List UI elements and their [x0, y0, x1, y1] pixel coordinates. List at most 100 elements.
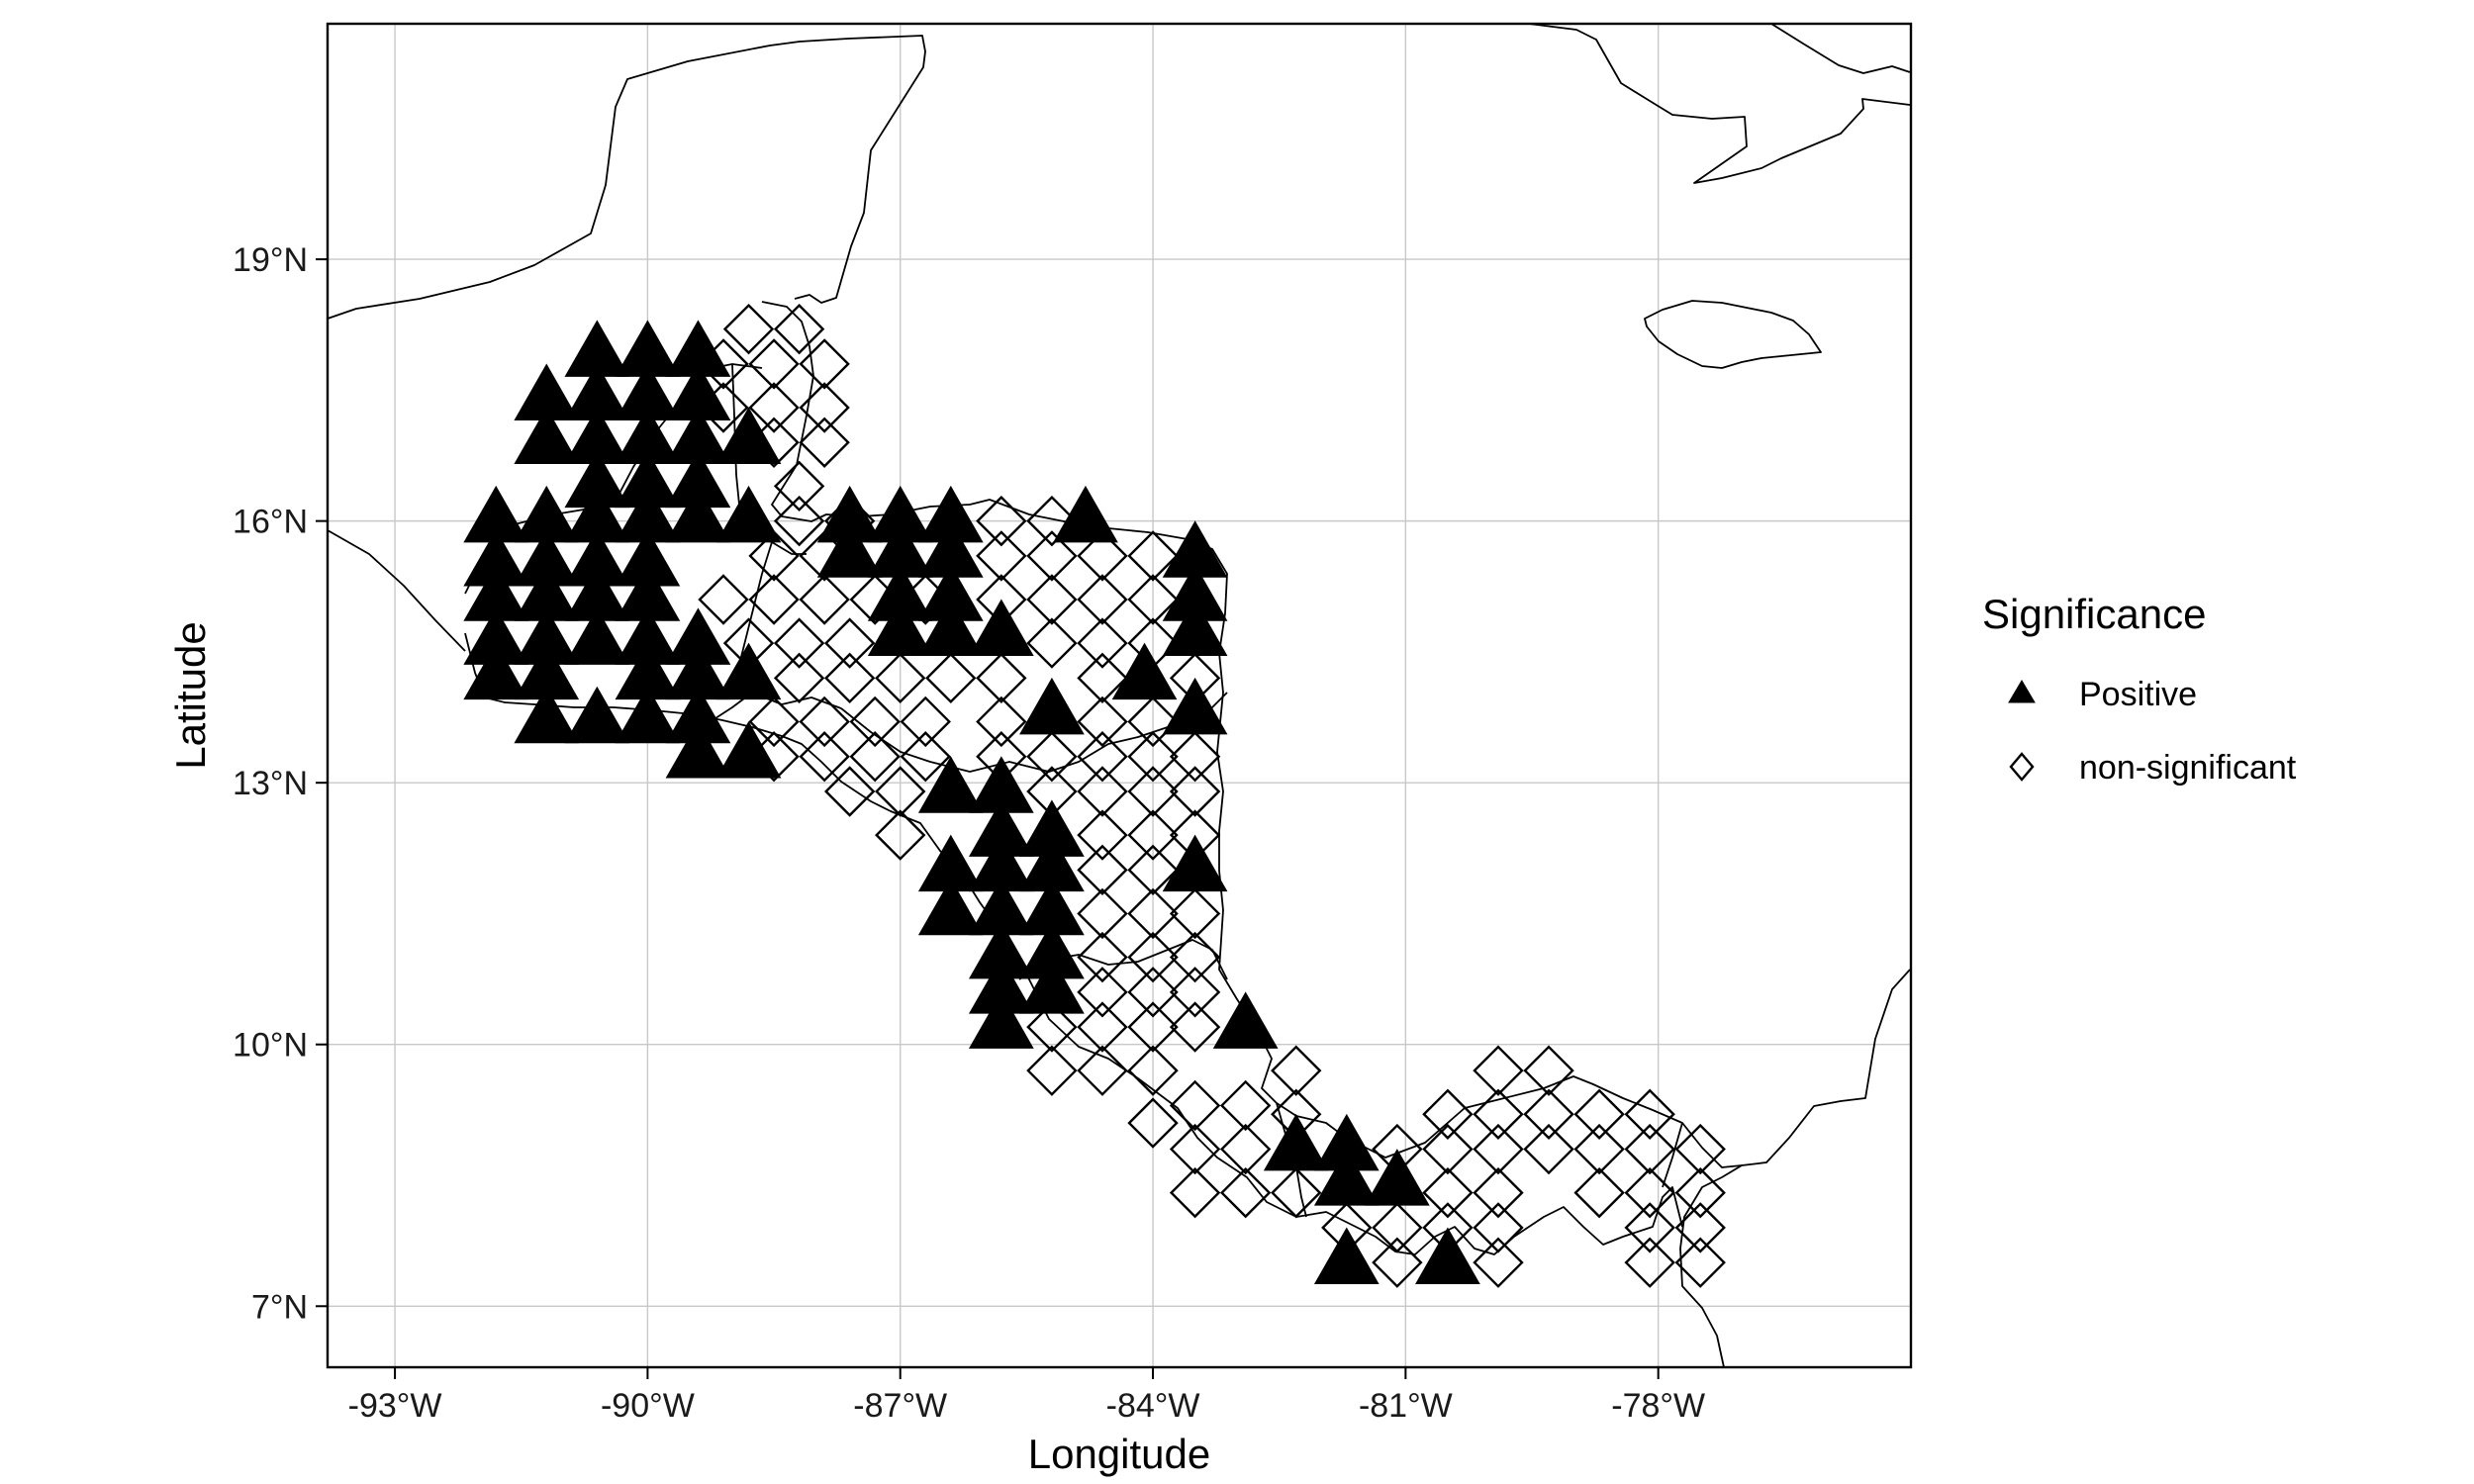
non-significant-point	[773, 495, 825, 547]
border-panama-colombia	[1662, 1122, 1683, 1188]
positive-point	[1111, 642, 1178, 700]
x-tick-label: -90°W	[601, 1387, 695, 1425]
non-significant-point	[748, 530, 800, 582]
legend-title: Significance	[1982, 591, 2206, 637]
positive-point	[917, 756, 984, 813]
positive-point	[564, 607, 630, 665]
non-significant-point	[976, 731, 1027, 783]
non-significant-point	[1372, 1123, 1423, 1175]
non-significant-point	[823, 617, 876, 669]
non-significant-point	[1321, 1202, 1373, 1253]
non-significant-point	[698, 574, 749, 625]
non-significant-point	[1422, 1166, 1474, 1219]
x-tick-label: -93°W	[348, 1387, 442, 1425]
non-significant-point	[1026, 1045, 1078, 1096]
non-significant-point	[849, 731, 901, 783]
y-axis-title: Latitude	[167, 621, 214, 769]
coastline-pacific-mexico	[328, 529, 466, 652]
non-significant-point	[1219, 1123, 1272, 1175]
non-significant-point	[1473, 1123, 1524, 1175]
non-significant-point	[1624, 1237, 1675, 1288]
non-significant-point	[875, 652, 926, 704]
coastline-cuba-east	[1770, 24, 1911, 74]
positive-point	[1415, 1227, 1480, 1284]
positive-point	[665, 485, 731, 543]
non-significant-point	[1674, 1166, 1726, 1219]
non-significant-point	[698, 338, 749, 390]
non-significant-point	[1422, 1123, 1474, 1175]
plot-panel-border	[326, 22, 1913, 1369]
non-significant-point	[1219, 1079, 1272, 1132]
positive-point	[1212, 991, 1279, 1049]
y-tick-label: 16°N	[233, 504, 308, 541]
non-significant-point	[1127, 1097, 1179, 1149]
non-significant-point	[799, 574, 850, 625]
non-significant-point	[1077, 967, 1128, 1018]
non-significant-point	[1473, 1237, 1524, 1288]
positive-point	[816, 520, 883, 578]
x-tick-label: -78°W	[1611, 1387, 1705, 1425]
positive-point	[1313, 1227, 1380, 1284]
non-significant-point	[1473, 1166, 1524, 1219]
non-significant-point	[748, 338, 800, 390]
non-significant-point	[1169, 731, 1221, 783]
non-significant-point	[1624, 1166, 1675, 1219]
positive-point	[715, 720, 782, 779]
non-significant-point	[1127, 696, 1179, 748]
non-significant-point	[748, 731, 800, 783]
non-significant-point	[1169, 1166, 1221, 1219]
non-significant-point	[773, 617, 825, 669]
non-significant-point	[1127, 617, 1179, 669]
non-significant-point	[1573, 1123, 1625, 1175]
non-significant-point	[1169, 1123, 1221, 1175]
non-significant-point	[799, 382, 850, 433]
non-significant-point	[799, 338, 850, 390]
non-significant-point	[1624, 1202, 1675, 1253]
non-significant-point	[1473, 1088, 1524, 1140]
non-significant-point	[1624, 1088, 1675, 1140]
non-significant-point	[1624, 1123, 1675, 1175]
non-significant-point	[849, 574, 901, 625]
non-significant-point	[799, 696, 850, 748]
gridlines	[328, 24, 1911, 1367]
non-significant-point	[1077, 1045, 1128, 1096]
non-significant-point	[823, 495, 876, 547]
x-tick-label: -87°W	[853, 1387, 947, 1425]
non-significant-point	[1573, 1166, 1625, 1219]
non-significant-point	[799, 417, 850, 468]
non-significant-point	[823, 652, 876, 704]
non-significant-point	[1523, 1123, 1574, 1175]
non-significant-point	[1026, 574, 1078, 625]
non-significant-point	[1077, 809, 1128, 861]
non-significant-point	[976, 652, 1027, 704]
non-significant-point	[1026, 731, 1078, 783]
non-significant-point	[1169, 809, 1221, 861]
non-significant-point	[976, 530, 1027, 582]
non-significant-point	[1077, 652, 1128, 704]
non-significant-point	[1271, 1166, 1322, 1219]
non-significant-point	[900, 696, 951, 748]
positive-point	[968, 991, 1034, 1049]
non-significant-point	[1127, 731, 1179, 783]
non-significant-point	[875, 766, 926, 817]
non-significant-point	[1127, 1001, 1179, 1053]
non-significant-point	[1077, 766, 1128, 817]
non-significant-point	[1372, 1237, 1423, 1288]
non-significant-point	[1219, 1166, 1272, 1219]
positive-point	[463, 642, 529, 700]
non-significant-point	[1271, 1045, 1322, 1096]
y-tick-label: 7°N	[251, 1288, 308, 1326]
non-significant-point	[1473, 1045, 1524, 1096]
legend-label-non-significant: non-significant	[2079, 749, 2297, 787]
non-significant-point	[748, 696, 800, 748]
non-significant-point	[849, 696, 901, 748]
non-significant-point	[1473, 1202, 1524, 1253]
non-significant-point	[1026, 617, 1078, 669]
non-significant-point	[1169, 1001, 1221, 1053]
positive-point	[514, 407, 580, 465]
non-significant-point	[1077, 696, 1128, 748]
positive-point	[917, 878, 984, 936]
non-significant-point	[1127, 844, 1179, 896]
x-axis-title: Longitude	[1028, 1431, 1211, 1477]
